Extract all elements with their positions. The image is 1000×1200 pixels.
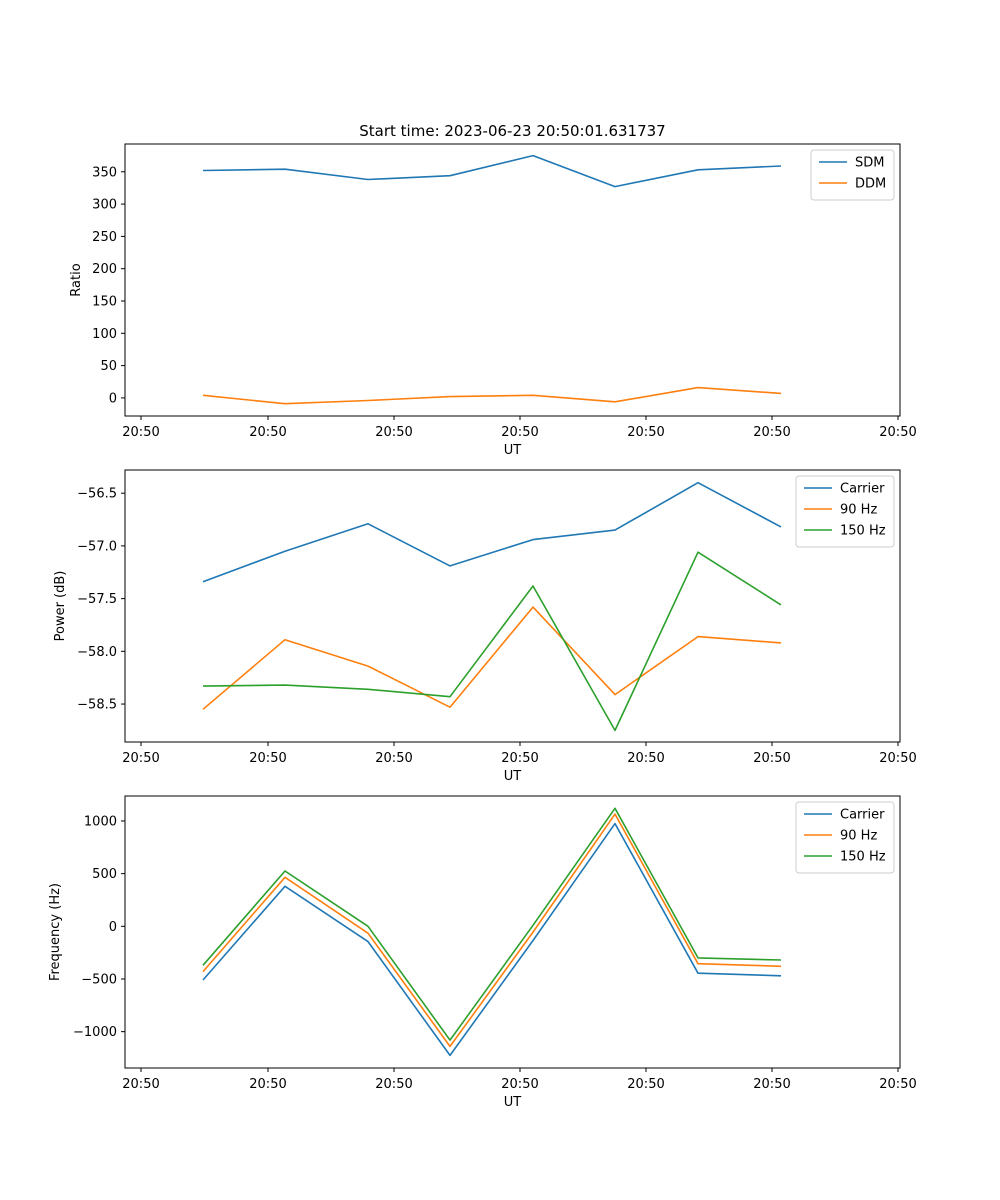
x-tick-label: 20:50 <box>122 425 159 440</box>
legend: Carrier 90 Hz 150 Hz <box>795 801 895 874</box>
x-tick-label: 20:50 <box>753 425 790 440</box>
series-line-sdm <box>202 154 782 188</box>
legend-label: 90 Hz <box>840 503 877 518</box>
legend: SDM DDM <box>810 149 895 201</box>
legend: Carrier 90 Hz 150 Hz <box>795 475 895 548</box>
x-tick-label: 20:50 <box>879 751 916 766</box>
plot-frame <box>124 143 901 417</box>
x-tick-label: 20:50 <box>627 1077 664 1092</box>
legend-label: Carrier <box>840 482 885 497</box>
legend-label: 90 Hz <box>840 829 877 844</box>
legend-label: DDM <box>855 177 886 192</box>
y-tick-label: 300 <box>92 198 117 213</box>
plot-frame <box>124 795 901 1069</box>
x-tick-label: 20:50 <box>375 425 412 440</box>
chart-panel-2: 20:50 20:50 20:50 20:50 20:50 20:50 20:50 −58.5… <box>53 469 917 784</box>
x-tick-label: 20:50 <box>753 1077 790 1092</box>
chart-panel-3: 20:50 20:50 20:50 20:50 20:50 20:50 20:50 −1000… <box>48 795 917 1110</box>
x-tick-label: 20:50 <box>501 751 538 766</box>
x-tick-label: 20:50 <box>501 1077 538 1092</box>
x-tick-label: 20:50 <box>375 1077 412 1092</box>
series-line-150-hz <box>202 551 782 732</box>
y-tick-label: −500 <box>81 972 117 987</box>
y-axis-label: Frequency (Hz) <box>48 883 63 981</box>
y-tick-label: −1000 <box>73 1025 117 1040</box>
x-tick-label: 20:50 <box>249 425 286 440</box>
series-line-carrier <box>202 481 782 583</box>
x-tick-label: 20:50 <box>501 425 538 440</box>
y-tick-label: 200 <box>92 262 117 277</box>
x-axis-label: UT <box>504 769 522 784</box>
legend-label: Carrier <box>840 808 885 823</box>
y-tick-label: −56.5 <box>77 487 117 502</box>
x-tick-label: 20:50 <box>375 751 412 766</box>
y-tick-label: 100 <box>92 327 117 342</box>
x-axis-label: UT <box>504 443 522 458</box>
x-tick-label: 20:50 <box>627 751 664 766</box>
y-tick-label: 50 <box>100 359 117 374</box>
x-tick-label: 20:50 <box>753 751 790 766</box>
y-tick-label: −57.0 <box>77 539 117 554</box>
y-tick-label: 0 <box>109 920 117 935</box>
x-tick-label: 20:50 <box>122 1077 159 1092</box>
y-tick-label: −57.5 <box>77 592 117 607</box>
y-tick-label: −58.0 <box>77 645 117 660</box>
legend-label: 150 Hz <box>840 524 886 539</box>
chart-title: Start time: 2023-06-23 20:50:01.631737 <box>359 122 665 140</box>
y-tick-label: 150 <box>92 294 117 309</box>
y-tick-label: 1000 <box>84 814 117 829</box>
legend-label: 150 Hz <box>840 850 886 865</box>
x-tick-label: 20:50 <box>879 425 916 440</box>
x-tick-label: 20:50 <box>249 1077 286 1092</box>
series-line-carrier <box>202 822 782 1057</box>
series-line-150-hz <box>202 807 782 1041</box>
legend-label: SDM <box>855 156 884 171</box>
y-tick-label: 500 <box>92 867 117 882</box>
x-axis-label: UT <box>504 1095 522 1110</box>
x-tick-label: 20:50 <box>879 1077 916 1092</box>
y-tick-label: 0 <box>109 391 117 406</box>
y-tick-label: 250 <box>92 230 117 245</box>
series-line-ddm <box>202 386 782 405</box>
plot-frame <box>124 469 901 743</box>
chart-panel-1: 20:50 20:50 20:50 20:50 20:50 20:50 20:50 0 50 10… <box>69 122 917 458</box>
x-tick-label: 20:50 <box>627 425 664 440</box>
x-tick-label: 20:50 <box>249 751 286 766</box>
series-line-90-hz <box>202 813 782 1048</box>
series-line-90-hz <box>202 606 782 710</box>
y-tick-label: −58.5 <box>77 698 117 713</box>
y-tick-label: 350 <box>92 165 117 180</box>
y-axis-label: Ratio <box>69 263 84 296</box>
y-axis-label: Power (dB) <box>53 571 68 642</box>
x-tick-label: 20:50 <box>122 751 159 766</box>
